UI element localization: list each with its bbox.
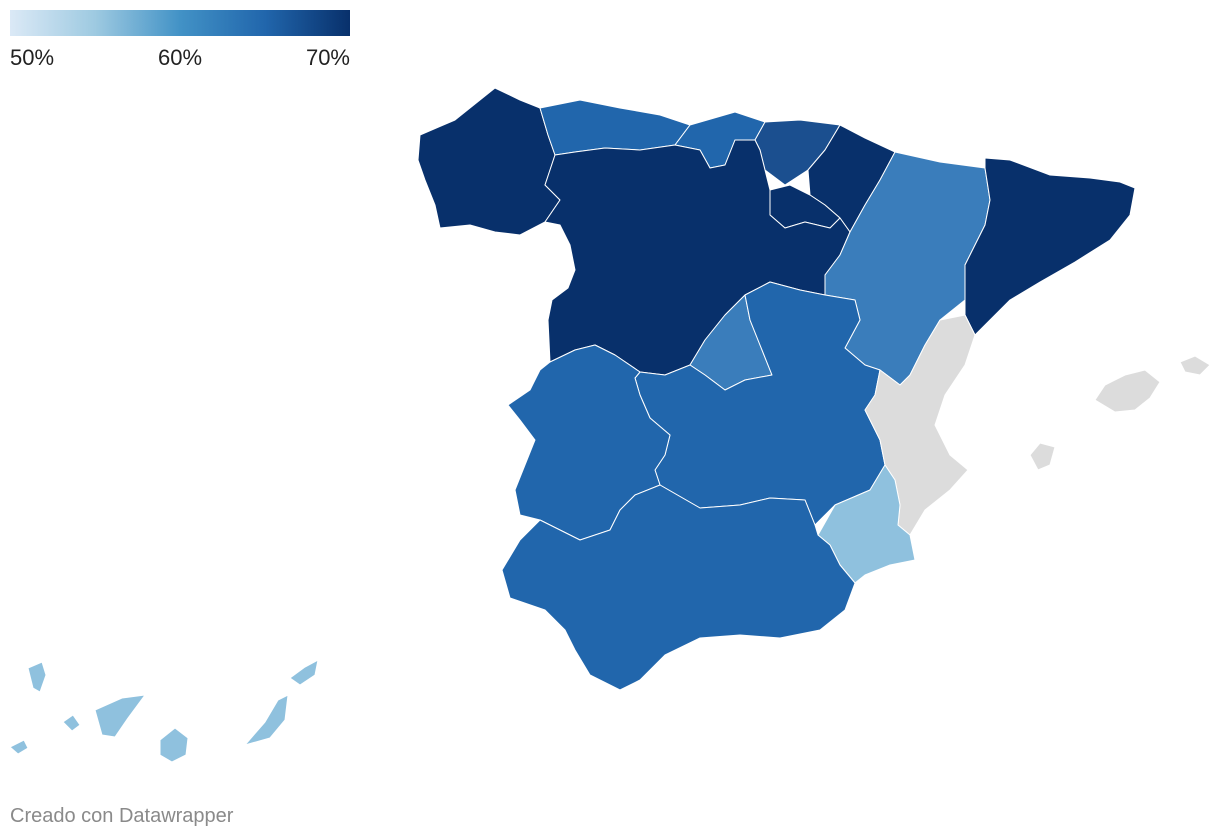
legend-max-label: 70% xyxy=(305,45,350,70)
region-galicia[interactable] xyxy=(417,87,561,236)
color-legend: 50% 60% 70% xyxy=(10,10,350,75)
region-baleares[interactable] xyxy=(1029,355,1211,471)
region-andalucia[interactable] xyxy=(501,484,856,691)
region-cataluna[interactable] xyxy=(964,157,1136,336)
legend-labels: 50% 60% 70% xyxy=(10,45,350,75)
legend-mid-label: 60% xyxy=(157,45,203,70)
credit-text: Creado con Datawrapper xyxy=(10,805,234,827)
region-murcia[interactable] xyxy=(817,464,916,584)
legend-min-label: 50% xyxy=(10,45,55,70)
legend-gradient-bar xyxy=(10,10,350,36)
region-canarias[interactable] xyxy=(9,659,319,763)
